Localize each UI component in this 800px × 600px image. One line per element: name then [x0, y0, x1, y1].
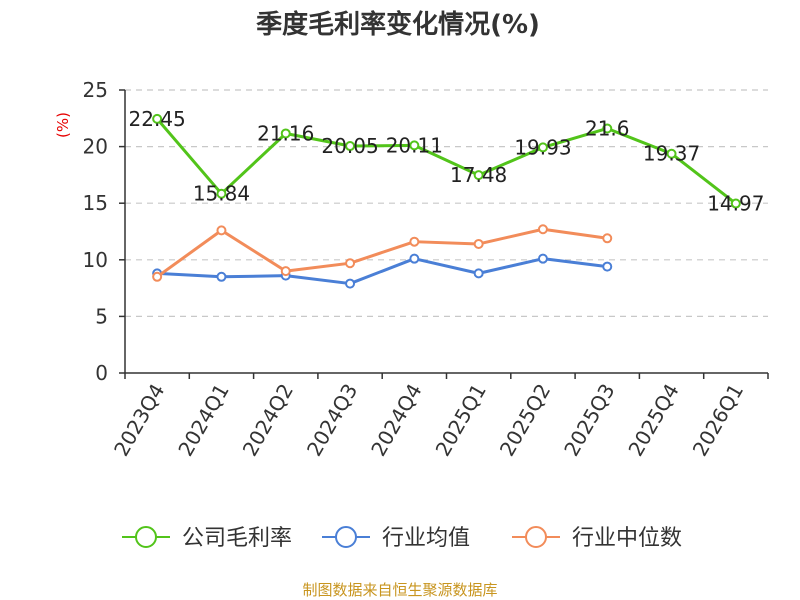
x-tick-label: 2026Q1 [688, 380, 748, 461]
data-label: 19.93 [514, 135, 571, 159]
data-point [280, 128, 291, 139]
x-tick-label: 2023Q4 [109, 380, 169, 461]
data-label: 21.6 [585, 116, 630, 140]
y-tick-label: 25 [83, 78, 108, 102]
data-point [216, 271, 227, 282]
data-point [730, 198, 741, 209]
x-tick-label: 2025Q1 [431, 380, 491, 461]
data-point [602, 123, 613, 134]
data-point [409, 140, 420, 151]
series-line [156, 227, 608, 278]
grid-lines [125, 89, 768, 317]
y-tick-label: 10 [83, 248, 108, 272]
series-line [157, 257, 608, 286]
x-tick-label: 2024Q2 [238, 380, 298, 461]
legend-marker [135, 526, 157, 548]
data-point [473, 170, 484, 181]
data-point [602, 261, 613, 272]
x-tick-label: 2024Q1 [173, 380, 233, 461]
data-point [666, 148, 677, 159]
source-note: 制图数据来自恒生聚源数据库 [302, 581, 497, 599]
y-tick-label: 5 [95, 304, 108, 328]
data-label: 20.05 [321, 134, 378, 158]
data-point [345, 141, 356, 152]
data-labels: 22.45 15.84 21.16 20.05 20.11 17.48 19.93 21.6 1… [129, 107, 765, 216]
data-point [280, 266, 291, 277]
legend-marker [525, 526, 547, 548]
data-label: 21.16 [257, 121, 314, 145]
y-tick-label: 20 [83, 135, 108, 159]
data-point [216, 225, 227, 236]
data-point [473, 268, 484, 279]
legend: 公司毛利率 行业均值 行业中位数 [122, 526, 682, 551]
data-label: 14.97 [707, 192, 764, 216]
legend-label: 行业均值 [382, 526, 470, 551]
legend-label: 公司毛利率 [182, 526, 292, 551]
data-point [537, 142, 548, 153]
data-point [537, 224, 548, 235]
chart-title: 季度毛利率变化情况(%) [256, 9, 540, 40]
data-point [602, 233, 613, 244]
data-point [345, 278, 356, 289]
data-point [152, 271, 163, 282]
data-point [473, 238, 484, 249]
data-label: 20.11 [386, 133, 443, 157]
data-point [537, 253, 548, 264]
y-tick-label: 15 [83, 191, 108, 215]
data-label: 19.37 [643, 142, 700, 166]
x-tick-label: 2025Q3 [559, 380, 619, 461]
x-tick-label: 2024Q3 [302, 380, 362, 461]
series-lines [152, 113, 741, 289]
data-point [409, 236, 420, 247]
x-tick-label: 2024Q4 [366, 380, 426, 461]
series-line [156, 117, 737, 205]
data-label: 15.84 [193, 182, 250, 206]
data-label: 22.45 [129, 107, 186, 131]
x-tick-label: 2025Q4 [623, 380, 683, 461]
data-label: 17.48 [450, 163, 507, 187]
x-tick-label: 2025Q2 [495, 380, 555, 461]
y-axis-unit: (%) [54, 112, 72, 138]
data-point [345, 258, 356, 269]
data-point [152, 113, 163, 124]
legend-marker [335, 526, 357, 548]
legend-label: 行业中位数 [572, 526, 682, 551]
y-tick-label: 0 [95, 361, 108, 385]
data-point [409, 253, 420, 264]
data-point [216, 188, 227, 199]
